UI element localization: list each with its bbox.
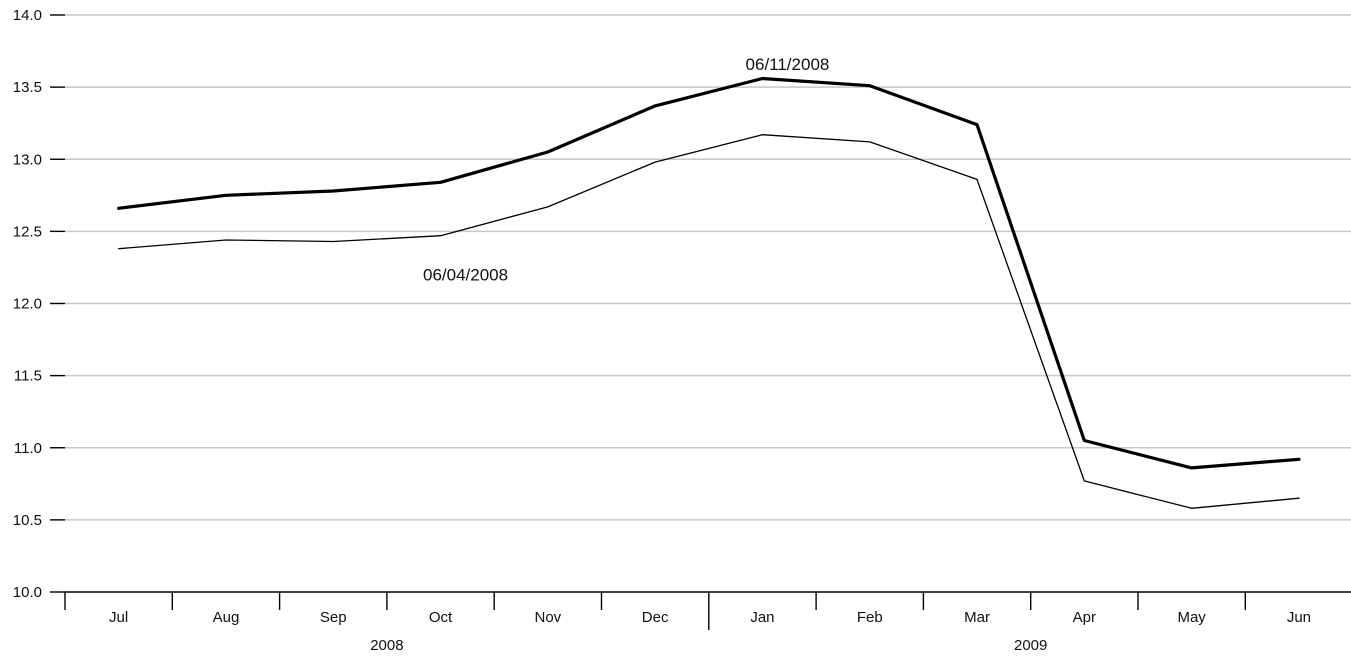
y-tick-label: 13.0 (13, 151, 42, 168)
x-tick-label: Jun (1287, 609, 1311, 626)
y-tick-label: 12.5 (13, 223, 42, 240)
y-tick-label: 12.0 (13, 296, 42, 313)
y-tick-label: 11.5 (14, 368, 42, 385)
x-tick-label: Sep (320, 609, 347, 626)
year-label: 2009 (1014, 637, 1047, 654)
labels: 10.0 10.5 11.0 11.5 12.0 12.5 13.0 13.5 14.0 Jul A… (13, 7, 1311, 654)
x-tick-label: May (1177, 609, 1206, 626)
y-tick-label: 10.5 (13, 512, 42, 529)
x-tick-label: Aug (213, 609, 240, 626)
x-tick-label: Feb (857, 609, 883, 626)
x-tick-label: Dec (642, 609, 669, 626)
y-tick-label: 11.0 (14, 440, 42, 457)
year-label: 2008 (370, 637, 403, 654)
series-line-thin (118, 134, 1300, 509)
x-tick-label: Oct (429, 609, 453, 626)
series-lines (117, 76, 1301, 509)
x-tick-label: Nov (535, 609, 562, 626)
series-annotation: 06/04/2008 (423, 266, 508, 285)
series-line-thick (117, 76, 1301, 470)
x-tick-label: Jul (109, 609, 128, 626)
gridlines (65, 14, 1351, 521)
axes (50, 14, 1351, 630)
x-tick-label: Mar (964, 609, 990, 626)
x-tick-label: Apr (1073, 609, 1096, 626)
y-tick-label: 10.0 (13, 584, 42, 601)
series-annotation: 06/11/2008 (746, 55, 830, 74)
y-tick-label: 14.0 (13, 7, 42, 24)
x-tick-label: Jan (750, 609, 774, 626)
y-tick-label: 13.5 (13, 79, 42, 96)
